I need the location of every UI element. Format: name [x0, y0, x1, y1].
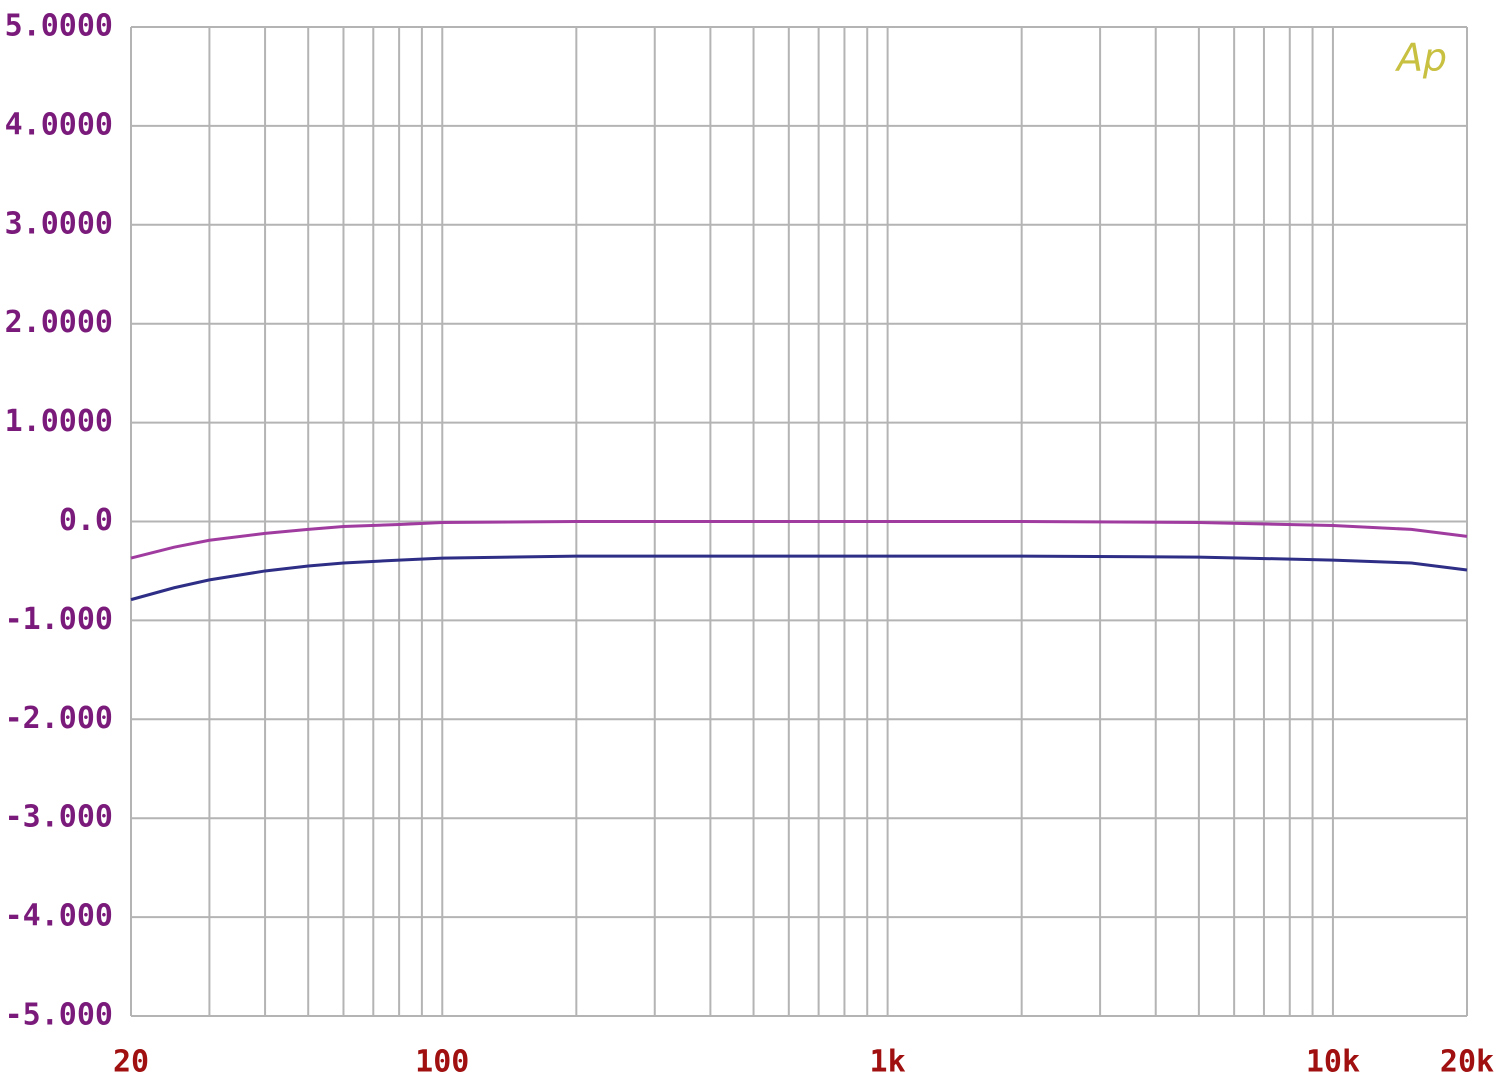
y-tick-label: -5.000	[5, 998, 113, 1033]
x-tick-label: 20	[113, 1045, 149, 1080]
y-tick-label: 1.0000	[5, 404, 113, 439]
x-tick-label: 10k	[1306, 1045, 1360, 1080]
y-tick-label: 0.0	[59, 503, 113, 538]
x-tick-label: 1k	[870, 1045, 906, 1080]
x-tick-label: 20k	[1440, 1045, 1494, 1080]
series-line	[130, 554, 1468, 602]
logo: Ap	[1394, 36, 1447, 80]
y-tick-label: 5.0000	[5, 9, 113, 44]
y-tick-label: -2.000	[5, 701, 113, 736]
y-tick-label: -1.000	[5, 602, 113, 637]
y-tick-label: -4.000	[5, 899, 113, 934]
x-tick-label: 100	[415, 1045, 469, 1080]
y-tick-label: 2.0000	[5, 305, 113, 340]
series-line	[130, 520, 1468, 560]
y-tick-label: 4.0000	[5, 107, 113, 142]
y-tick-label: -3.000	[5, 800, 113, 835]
y-tick-label: 3.0000	[5, 206, 113, 241]
